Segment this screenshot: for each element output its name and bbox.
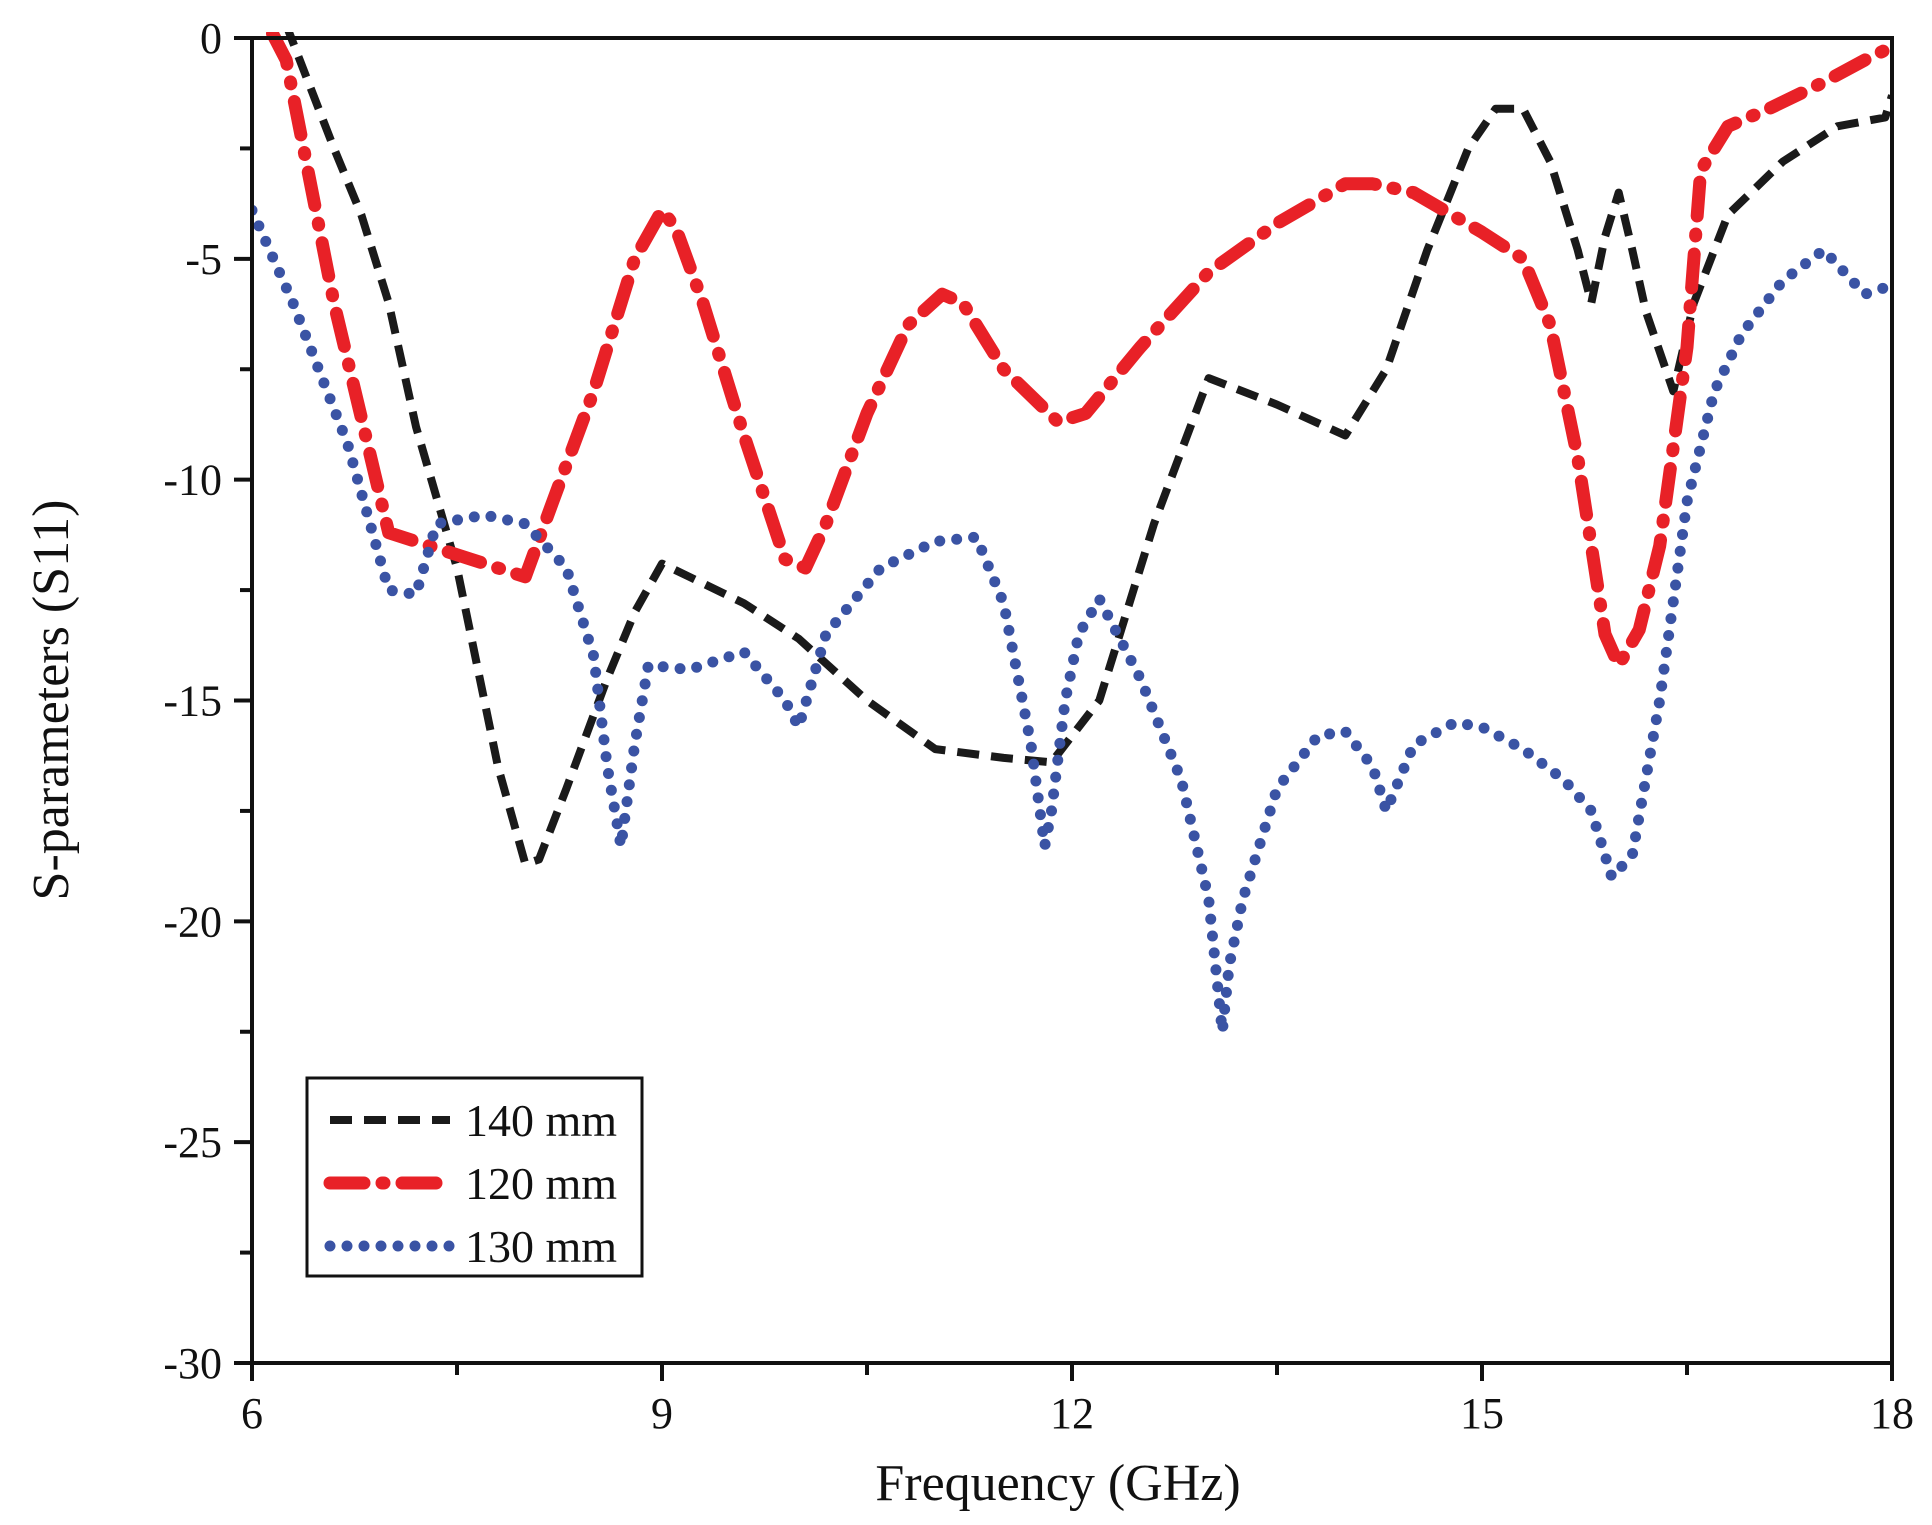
y-tick-label: -30 <box>163 1339 222 1388</box>
y-tick-label: -15 <box>163 677 222 726</box>
plot-frame <box>250 36 1894 1365</box>
ticks-layer <box>234 36 1894 1381</box>
y-axis-title: S-parameters (S11) <box>23 500 80 901</box>
x-tick-labels: 6 9 12 15 18 <box>241 1389 1914 1438</box>
legend-label: 120 mm <box>465 1158 617 1209</box>
series-layer <box>252 32 1892 1038</box>
series-line-0 <box>284 32 1892 868</box>
legend: 140 mm 120 mm 130 mm <box>305 1076 644 1278</box>
y-tick-labels: 0 -5 -10 -15 -20 -25 -30 <box>163 14 222 1388</box>
legend-label: 130 mm <box>465 1221 617 1272</box>
y-tick-label: -10 <box>163 456 222 505</box>
series-line-1 <box>266 32 1892 672</box>
legend-entries: 140 mm 120 mm 130 mm <box>323 1095 617 1272</box>
x-tick-label: 18 <box>1870 1389 1914 1438</box>
x-axis-title: Frequency (GHz) <box>875 1455 1240 1512</box>
legend-label: 140 mm <box>465 1095 617 1146</box>
x-tick-label: 6 <box>241 1389 263 1438</box>
y-tick-label: -20 <box>163 897 222 946</box>
x-tick-label: 15 <box>1460 1389 1504 1438</box>
y-tick-label: -25 <box>163 1118 222 1167</box>
x-tick-label: 9 <box>651 1389 673 1438</box>
y-tick-label: 0 <box>200 14 222 63</box>
x-tick-label: 12 <box>1050 1389 1094 1438</box>
series-line-2 <box>252 204 1892 1038</box>
y-tick-label: -5 <box>185 235 222 284</box>
